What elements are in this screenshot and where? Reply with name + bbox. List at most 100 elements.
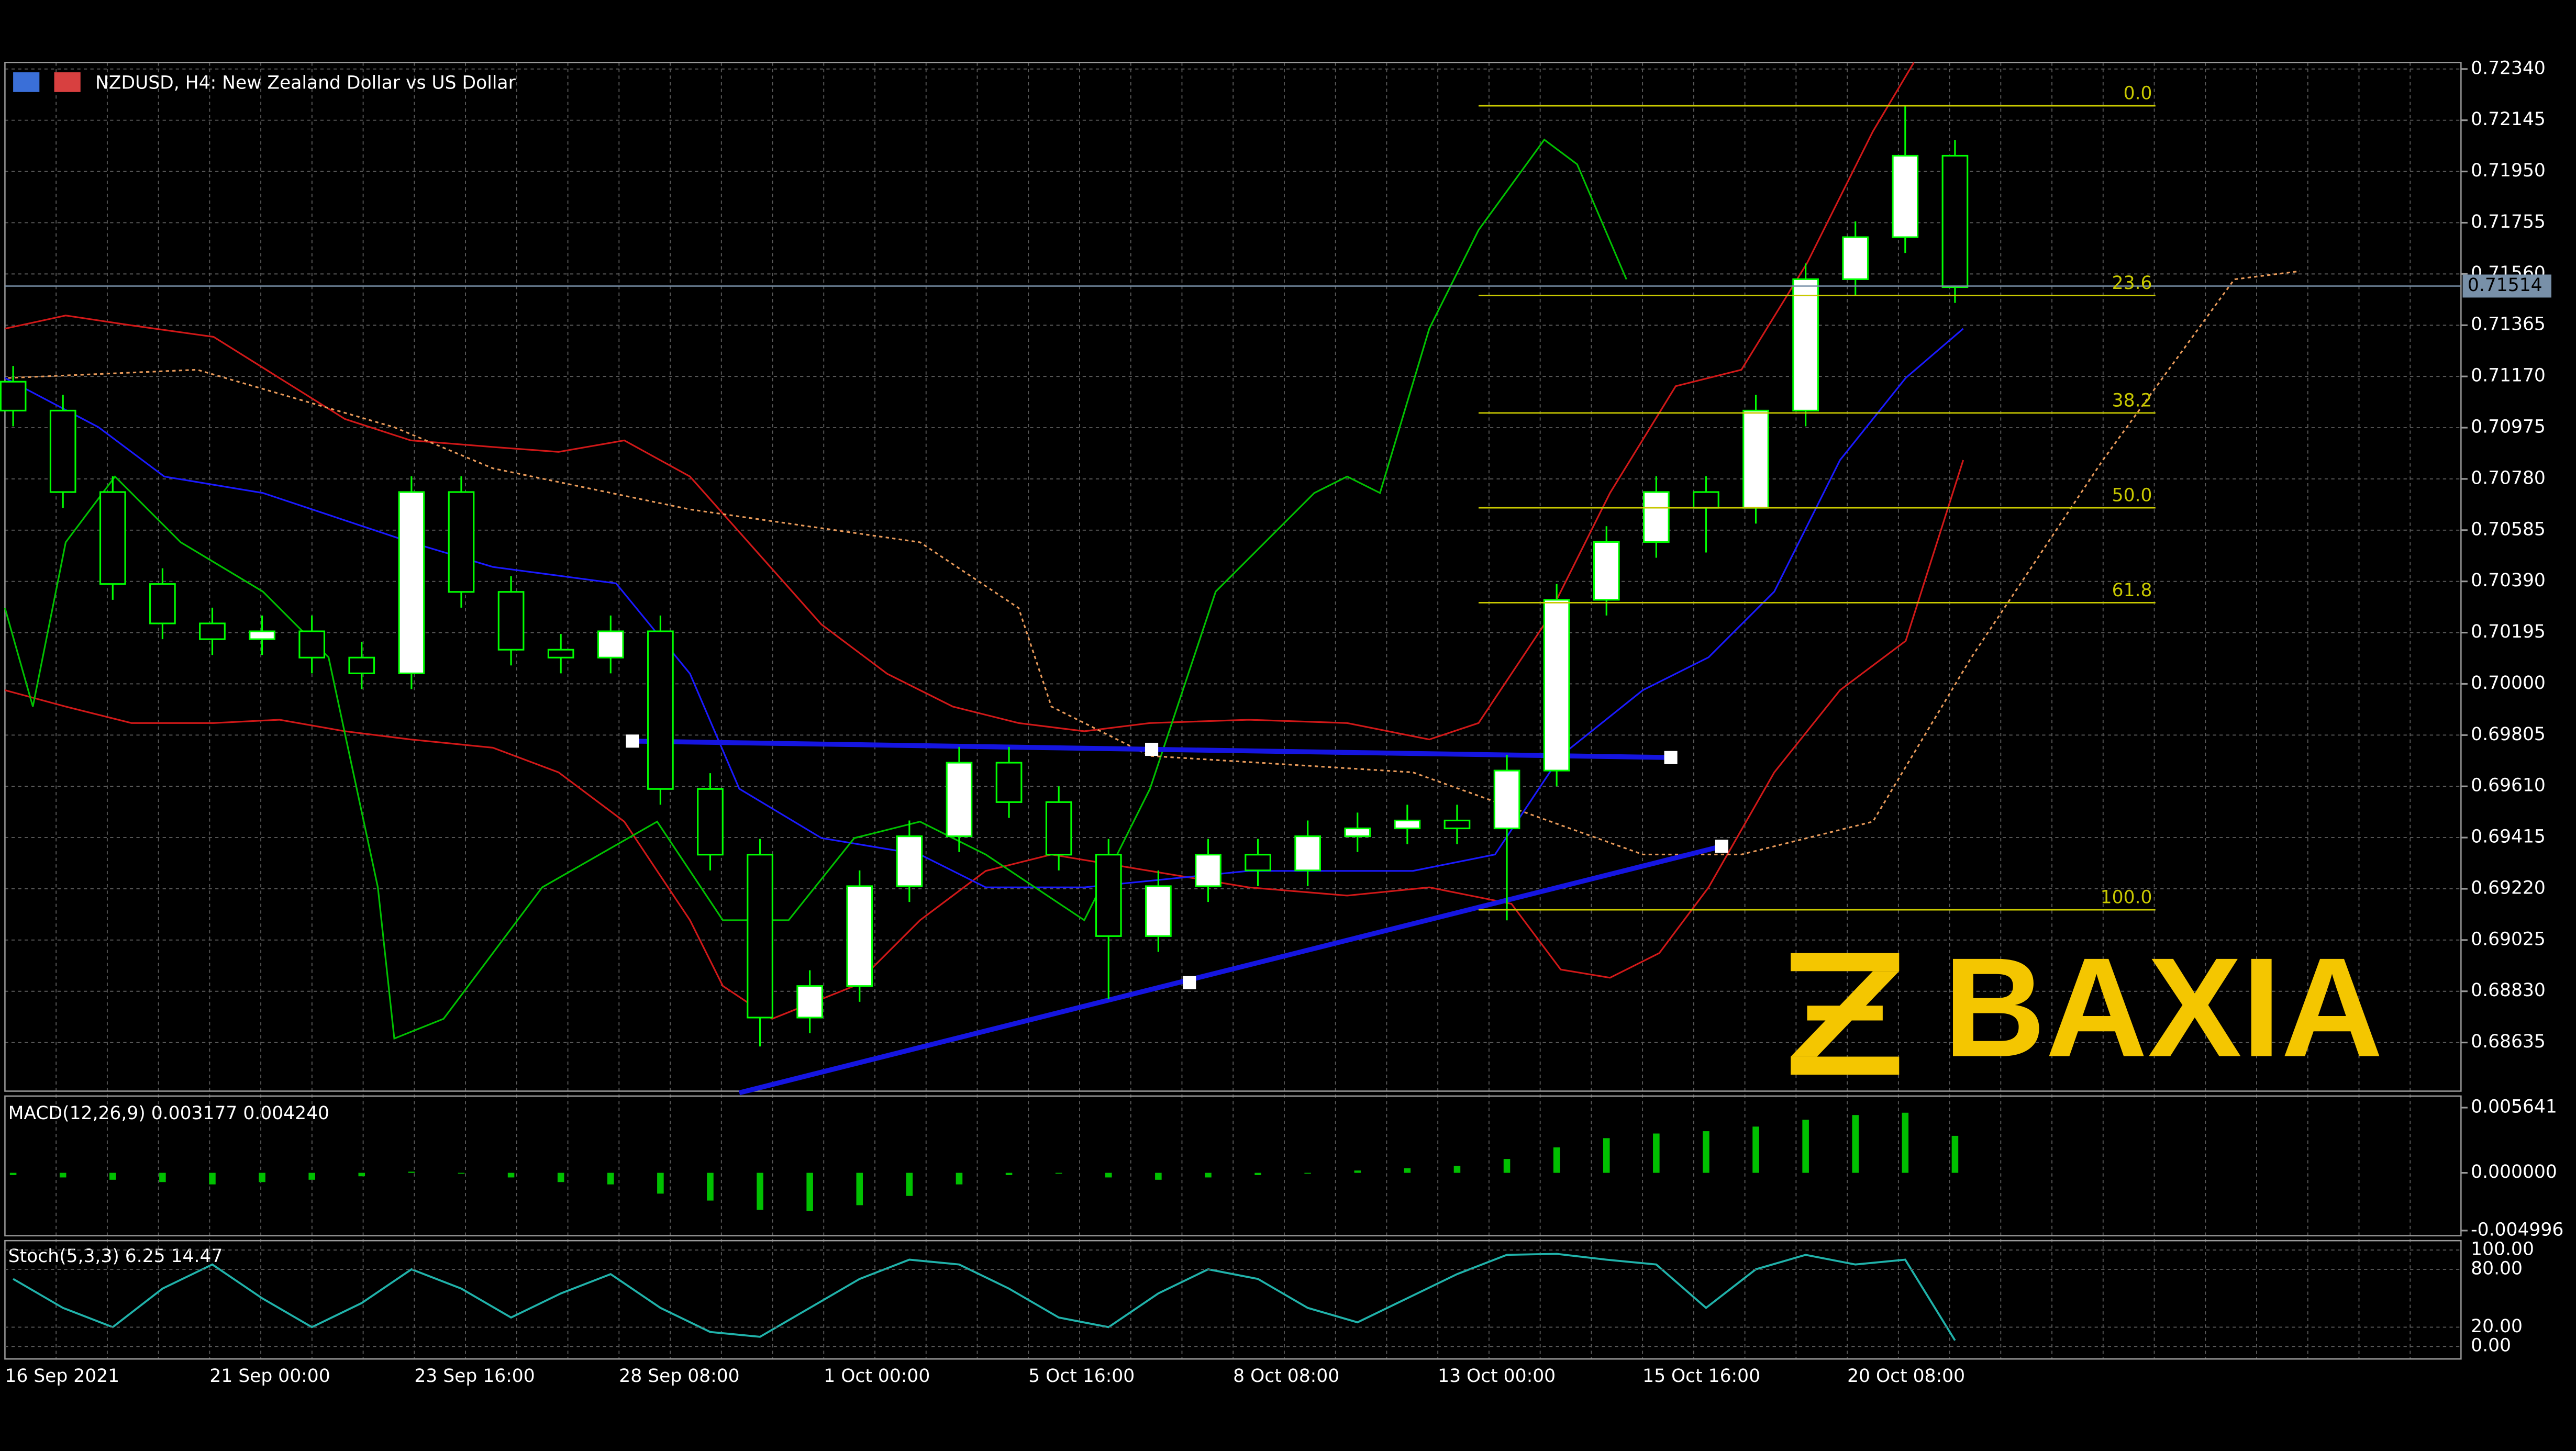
candle-body [946, 762, 973, 838]
macd-bar [1703, 1131, 1709, 1173]
macd-bar [458, 1173, 465, 1174]
candle-body [1941, 154, 1969, 288]
candle-body [1045, 801, 1072, 856]
macd-bar [707, 1173, 714, 1201]
kijun-line [4, 328, 1964, 888]
x-tick-label: 16 Sep 2021 [5, 1366, 119, 1387]
y-tick-label: 0.70000 [2471, 673, 2546, 694]
y-tick-label: 0.69220 [2471, 877, 2546, 898]
fib-label: 50.0 [2112, 485, 2152, 506]
y-tick-label: 0.68830 [2471, 980, 2546, 1001]
candle-body [1145, 885, 1172, 937]
stoch-pane [4, 1240, 2462, 1360]
candle-body [1195, 854, 1222, 887]
y-tick-label: 0.70780 [2471, 467, 2546, 488]
candle-body [1095, 854, 1122, 937]
stoch-label: Stoch(5,3,3) 6.25 14.47 [8, 1246, 223, 1267]
macd-bar [9, 1173, 17, 1175]
candle-body [1394, 819, 1421, 830]
macd-bar [1802, 1120, 1809, 1173]
fib-label: 23.6 [2112, 273, 2152, 294]
macd-bar [358, 1173, 365, 1177]
current-price-box [2462, 274, 2551, 298]
macd-bar [757, 1173, 763, 1210]
macd-bar [1155, 1173, 1162, 1180]
candle-body [1543, 599, 1570, 772]
macd-bar [1254, 1173, 1261, 1175]
macd-bar [1404, 1168, 1411, 1173]
fib-label: 38.2 [2112, 390, 2152, 411]
candle-body [597, 630, 624, 658]
candle-body [1693, 491, 1719, 509]
y-tick-label: 0.70975 [2471, 417, 2546, 438]
y-tick-label: 0.69415 [2471, 827, 2546, 847]
candle-body [1642, 491, 1670, 543]
macd-bar [507, 1173, 515, 1178]
candle-body [846, 885, 873, 987]
macd-bar [856, 1173, 863, 1206]
candle-body [1245, 854, 1271, 872]
logo-icon [1791, 953, 1900, 1075]
handle [626, 734, 639, 748]
current-price-label: 0.71514 [2468, 275, 2542, 296]
chikou-span [4, 138, 1627, 1040]
macd-bar [159, 1173, 166, 1182]
macd-bar [1105, 1173, 1112, 1178]
chart-icon[interactable] [54, 72, 81, 92]
y-tick-label: 0.71170 [2471, 365, 2546, 386]
marks [0, 106, 1969, 1341]
candle-body [995, 762, 1023, 803]
main-pane [4, 62, 2462, 1092]
candle-body [448, 491, 475, 593]
handle [1715, 840, 1728, 853]
macd-bar [1553, 1147, 1560, 1173]
macd-bar [1304, 1173, 1311, 1174]
y-tick-label: 80.00 [2471, 1258, 2523, 1279]
fib-label: 61.8 [2112, 580, 2152, 601]
macd-bar [408, 1171, 415, 1173]
macd-bar [657, 1173, 664, 1194]
handle [1664, 751, 1678, 764]
y-tick-label: 0.000000 [2471, 1162, 2557, 1182]
y-tick-label: 20.00 [2471, 1316, 2523, 1337]
macd-bar [1603, 1138, 1610, 1173]
candle-body [1493, 769, 1520, 830]
macd-bar [906, 1173, 913, 1196]
macd-bar [1852, 1115, 1859, 1173]
x-tick-label: 28 Sep 08:00 [619, 1366, 739, 1387]
y-tick-label: 0.71950 [2471, 160, 2546, 181]
candle-body [497, 591, 525, 651]
candle-body [796, 985, 824, 1019]
candle-body [1892, 154, 1919, 238]
macd-bar [956, 1173, 963, 1185]
x-tick-label: 13 Oct 00:00 [1438, 1366, 1556, 1387]
candle-body [199, 622, 226, 640]
macd-bar [59, 1173, 66, 1178]
handle [1145, 742, 1159, 756]
y-tick-label: 0.70390 [2471, 570, 2546, 591]
candle-body [1792, 278, 1819, 411]
y-tick-label: 0.70585 [2471, 519, 2546, 540]
y-tick-label: 0.69025 [2471, 929, 2546, 950]
candle-body [697, 788, 724, 856]
watermark: BAXIA [1944, 929, 2383, 1087]
candle-body [1742, 409, 1769, 509]
candle-body [896, 835, 923, 887]
y-tick-label: 0.72145 [2471, 109, 2546, 130]
x-tick-label: 15 Oct 16:00 [1642, 1366, 1760, 1387]
candle-body [249, 630, 275, 640]
candle-body [49, 409, 76, 493]
menu-icon[interactable] [13, 72, 40, 92]
stoch-line [13, 1253, 1956, 1341]
candle-body [99, 491, 126, 585]
support-line [738, 844, 1723, 1096]
macd-bar [1653, 1133, 1660, 1173]
macd-bar [209, 1173, 216, 1185]
macd-bar [806, 1173, 813, 1211]
x-tick-label: 5 Oct 16:00 [1028, 1366, 1135, 1387]
candle-body [298, 630, 326, 658]
x-tick-label: 20 Oct 08:00 [1847, 1366, 1965, 1387]
grid [5, 62, 2461, 1359]
y-tick-label: -0.004996 [2471, 1219, 2563, 1240]
candle-body [1593, 541, 1620, 601]
